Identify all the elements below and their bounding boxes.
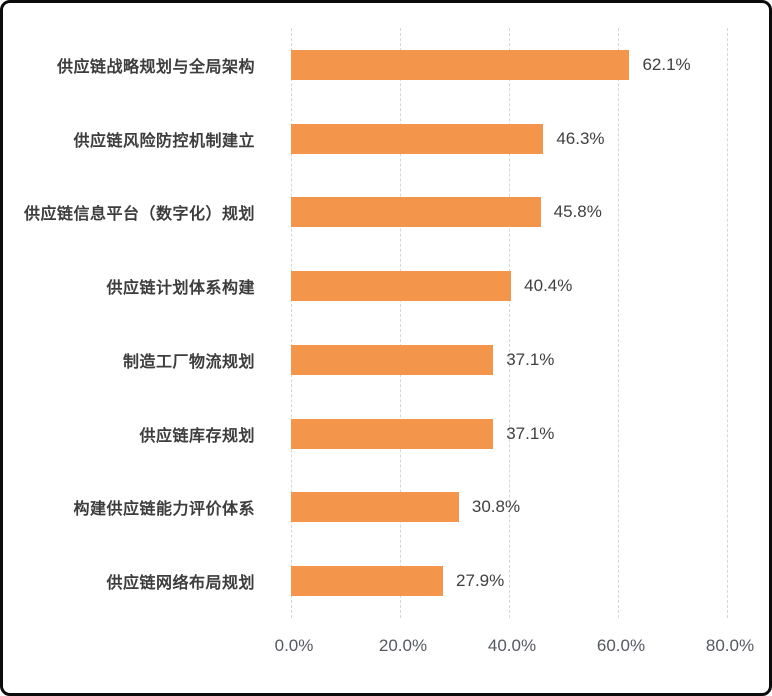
bar-row: 45.8% [291,176,727,250]
x-axis-tick: 20.0% [378,636,428,655]
bar-value-label: 62.1% [642,54,691,74]
x-axis-tick: 60.0% [596,636,646,655]
category-label: 供应链风险防控机制建立 [73,132,255,150]
bar [291,566,444,597]
bar-row: 40.4% [291,249,727,323]
bar [291,49,630,80]
bar-value-label: 46.3% [556,128,605,148]
bar [291,271,512,302]
gridline-0pct [291,28,292,618]
bar-value-label: 30.8% [471,497,521,517]
x-axis-tick: 80.0% [705,636,755,655]
category-axis: 供应链战略规划与全局架构 供应链风险防控机制建立 供应链信息平台（数字化）规划 … [3,28,291,618]
x-axis: 0.0% 20.0% 40.0% 60.0% 80.0% [275,636,754,666]
x-axis-tick: 40.0% [487,636,537,655]
category-label: 供应链网络布局规划 [106,575,255,593]
bars: 62.1% 46.3% 45.8% 40.4% 37.1% [291,28,727,618]
bar-row: 27.9% [291,544,727,618]
bar-row: 30.8% [291,471,727,545]
bar-value-label: 27.9% [456,571,505,591]
gridline-40pct [509,28,510,618]
category-label: 供应链信息平台（数字化）规划 [23,206,255,224]
category-label: 供应链战略规划与全局架构 [56,58,255,76]
category-label: 供应链计划体系构建 [106,280,255,298]
bar [291,197,541,228]
bar-value-label: 37.1% [506,349,555,369]
bar [291,123,544,154]
category-label: 供应链库存规划 [139,427,255,445]
gridline-80pct [727,28,728,618]
category-label: 制造工厂物流规划 [122,353,255,371]
x-axis-tick: 0.0% [274,636,314,655]
bar-value-label: 45.8% [553,202,602,222]
bar-row: 37.1% [291,397,727,471]
bar [291,418,494,449]
bar-row: 62.1% [291,28,727,102]
bar-value-label: 37.1% [506,423,555,443]
bar-row: 37.1% [291,323,727,397]
category-label: 构建供应链能力评价体系 [73,501,255,519]
plot-area: 62.1% 46.3% 45.8% 40.4% 37.1% [291,28,728,618]
bar [291,344,494,375]
bar-row: 46.3% [291,102,727,176]
gridline-20pct [400,28,401,618]
gridline-60pct [618,28,619,618]
bar [291,492,459,523]
bar-value-label: 40.4% [524,276,573,296]
bar-chart: 供应链战略规划与全局架构 供应链风险防控机制建立 供应链信息平台（数字化）规划 … [3,28,769,618]
